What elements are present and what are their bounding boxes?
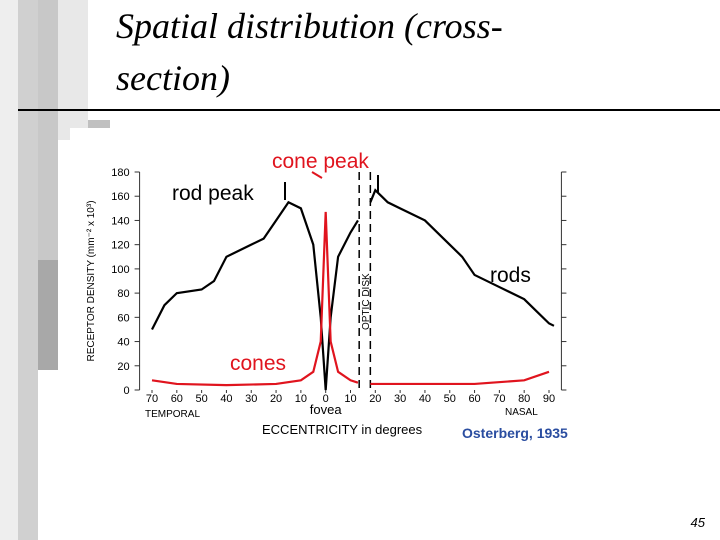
- x-tick-label: 30: [394, 393, 406, 405]
- y-tick-label: 20: [117, 361, 129, 373]
- x-tick-label: 0: [323, 393, 329, 405]
- y-axis-label: RECEPTOR DENSITY (mm⁻² x 10³): [86, 200, 97, 361]
- y-tick-label: 120: [111, 240, 129, 252]
- slide-title: section): [116, 58, 230, 98]
- x-tick-label: 60: [171, 393, 183, 405]
- x-tick-label: 70: [493, 393, 505, 405]
- x-tick-label: 60: [468, 393, 480, 405]
- slide-title: Spatial distribution (cross-: [116, 6, 503, 46]
- series-line: [151, 211, 550, 387]
- y-tick-label: 0: [123, 385, 129, 397]
- deco-bar: [58, 0, 88, 140]
- series-line: [151, 188, 555, 391]
- y-tick-label: 60: [117, 312, 129, 324]
- page-number: 45: [691, 515, 706, 530]
- x-tick-label: 10: [344, 393, 356, 405]
- deco-bar: [38, 260, 58, 370]
- x-tick-label: 20: [369, 393, 381, 405]
- deco-bar: [18, 0, 38, 540]
- y-tick-label: 80: [117, 288, 129, 300]
- annotation: cone peak: [272, 150, 369, 173]
- x-tick-label: 20: [270, 393, 282, 405]
- y-tick-label: 180: [111, 167, 129, 179]
- x-axis-label: ECCENTRICITY in degrees: [262, 422, 423, 437]
- x-tick-label: 70: [146, 393, 158, 405]
- x-tick-label: 30: [245, 393, 257, 405]
- y-tick-label: 40: [117, 337, 129, 349]
- y-tick-label: 100: [111, 264, 129, 276]
- series-label: rods: [490, 264, 531, 287]
- source: Osterberg, 1935: [462, 425, 568, 441]
- x-tick-label: 80: [518, 393, 530, 405]
- chart-area: [70, 128, 620, 453]
- x-tick-label: 40: [220, 393, 232, 405]
- optic-disk-label: OPTIC DISK: [361, 273, 372, 330]
- x-side-label: TEMPORAL: [145, 409, 200, 420]
- x-tick-label: 40: [419, 393, 431, 405]
- y-tick-label: 160: [111, 191, 129, 203]
- annotation-arrow: [311, 171, 323, 179]
- y-tick-label: 140: [111, 215, 129, 227]
- annotation: rod peak: [172, 182, 254, 205]
- x-tick-label: 10: [295, 393, 307, 405]
- decoration: [0, 0, 110, 540]
- x-side-label: NASAL: [505, 407, 538, 418]
- deco-bar: [38, 0, 58, 260]
- x-tick-label: 90: [543, 393, 555, 405]
- x-tick-label: 50: [196, 393, 208, 405]
- deco-bar: [0, 0, 18, 540]
- x-tick-label: 50: [444, 393, 456, 405]
- series-label: cones: [230, 352, 286, 375]
- x-center-label: fovea: [310, 402, 343, 417]
